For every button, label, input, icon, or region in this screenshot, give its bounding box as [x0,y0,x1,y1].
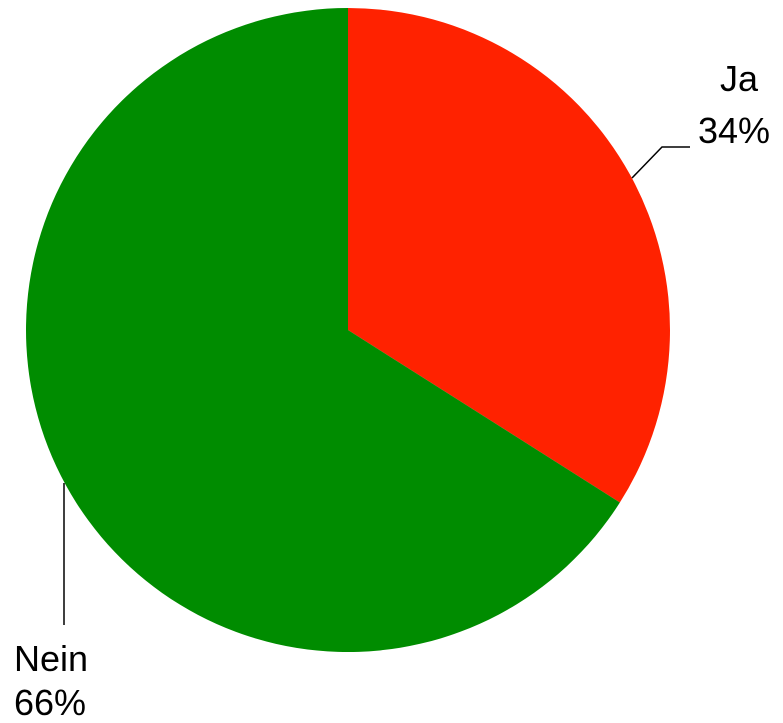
leader-line-ja [631,146,690,179]
slice-label-nein-name: Nein [14,638,88,679]
slice-label-ja-name: Ja [720,58,759,99]
slice-label-nein-value: 66% [14,682,86,723]
slice-labels: Ja 34% Nein 66% [14,58,770,723]
pie-slice-ja [348,8,670,503]
slice-label-ja-value: 34% [698,110,770,151]
pie-slices [25,8,670,653]
pie-slice-nein [25,8,620,653]
leader-lines [63,146,690,625]
